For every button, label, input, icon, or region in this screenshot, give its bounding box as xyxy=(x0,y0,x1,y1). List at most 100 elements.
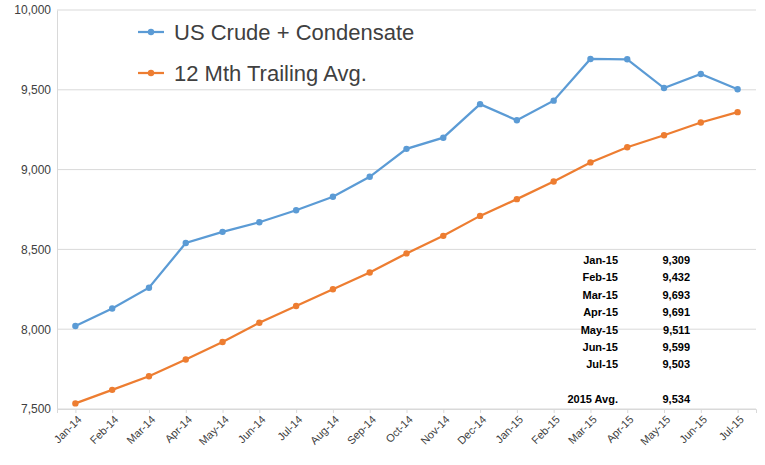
annotation-value: 9,691 xyxy=(662,306,690,318)
series-markers xyxy=(72,109,741,407)
x-tick-label: May-15 xyxy=(638,413,672,447)
x-tick-label: Jan-14 xyxy=(52,413,84,445)
marker xyxy=(477,101,483,107)
marker xyxy=(293,207,299,213)
annotation-label: Jun-15 xyxy=(583,341,618,353)
x-tick: May-14 xyxy=(197,409,231,448)
x-tick-label: Dec-14 xyxy=(455,413,489,447)
marker xyxy=(256,320,262,326)
marker xyxy=(477,213,483,219)
legend-marker xyxy=(148,70,154,76)
x-tick: Nov-14 xyxy=(418,409,452,447)
y-axis: 7,5008,0008,5009,0009,50010,000 xyxy=(14,3,57,416)
marker xyxy=(72,400,78,406)
marker xyxy=(146,373,152,379)
y-tick-label: 8,000 xyxy=(21,323,51,337)
x-tick: Jun-15 xyxy=(677,409,709,445)
marker xyxy=(330,286,336,292)
x-tick-mark xyxy=(112,409,113,413)
x-tick-label: May-14 xyxy=(197,413,231,447)
y-tick-label: 9,000 xyxy=(21,163,51,177)
y-tick: 8,000 xyxy=(21,323,57,337)
marker xyxy=(109,387,115,393)
x-tick-mark xyxy=(738,409,739,413)
marker xyxy=(72,323,78,329)
marker xyxy=(256,219,262,225)
annotation-label: Feb-15 xyxy=(583,271,618,283)
legend: US Crude + Condensate 12 Mth Trailing Avg… xyxy=(138,20,414,86)
marker xyxy=(698,71,704,77)
marker xyxy=(698,119,704,125)
plot-area xyxy=(72,56,741,407)
grid-line xyxy=(57,169,756,170)
x-tick: Feb-14 xyxy=(87,409,120,446)
annotation-label: May-15 xyxy=(581,324,618,336)
grid-line xyxy=(57,89,756,90)
marker xyxy=(440,134,446,140)
marker xyxy=(624,56,630,62)
x-tick: Apr-15 xyxy=(604,409,636,445)
series-markers xyxy=(72,56,741,329)
marker xyxy=(624,144,630,150)
x-tick: Jul-14 xyxy=(275,409,305,443)
x-tick-label: Aug-14 xyxy=(308,413,342,447)
x-tick: Dec-14 xyxy=(455,409,489,447)
x-tick-mark xyxy=(333,409,334,413)
grid-line xyxy=(57,249,756,250)
series-line xyxy=(75,112,737,403)
marker xyxy=(734,109,740,115)
x-tick-mark xyxy=(627,409,628,413)
y-tick-label: 10,000 xyxy=(14,3,51,17)
x-tick-mark xyxy=(370,409,371,413)
x-tick-label: Apr-15 xyxy=(604,413,636,445)
marker xyxy=(330,194,336,200)
marker xyxy=(403,146,409,152)
marker xyxy=(403,250,409,256)
annotation-value: 9,534 xyxy=(662,393,690,405)
x-tick-mark xyxy=(223,409,224,413)
x-tick-label: Mar-15 xyxy=(566,413,599,446)
x-tick-mark xyxy=(480,409,481,413)
annotation-table: Jan-159,309Feb-159,432Mar-159,693Apr-159… xyxy=(567,254,690,405)
x-tick-label: Feb-15 xyxy=(529,413,562,446)
y-tick: 9,000 xyxy=(21,163,57,177)
marker xyxy=(219,229,225,235)
x-tick: Feb-15 xyxy=(529,409,562,446)
y-tick-label: 9,500 xyxy=(21,83,51,97)
x-tick: Sep-14 xyxy=(345,409,379,447)
x-tick: May-15 xyxy=(638,409,672,448)
x-tick-label: Jun-14 xyxy=(235,413,267,445)
y-tick-label: 7,500 xyxy=(21,402,51,416)
marker xyxy=(550,178,556,184)
x-tick: Jul-15 xyxy=(716,409,746,443)
x-axis: Jan-14Feb-14Mar-14Apr-14May-14Jun-14Jul-… xyxy=(52,409,757,448)
grid xyxy=(57,10,756,409)
x-tick-mark xyxy=(517,409,518,413)
x-tick-mark xyxy=(186,409,187,413)
x-tick: Jun-14 xyxy=(235,409,267,445)
legend-label: US Crude + Condensate xyxy=(174,20,414,45)
marker xyxy=(183,356,189,362)
annotation-label: Apr-15 xyxy=(583,306,618,318)
x-tick-label: Jul-14 xyxy=(275,413,305,443)
y-tick: 7,500 xyxy=(21,402,57,416)
marker xyxy=(219,339,225,345)
marker xyxy=(367,269,373,275)
annotation-value: 9,503 xyxy=(662,358,690,370)
marker xyxy=(661,85,667,91)
marker xyxy=(587,159,593,165)
x-tick: Apr-14 xyxy=(162,409,194,445)
legend-item: US Crude + Condensate xyxy=(138,20,414,45)
x-tick-mark xyxy=(590,409,591,413)
x-tick-mark xyxy=(554,409,555,413)
x-tick: Jan-14 xyxy=(52,409,84,445)
x-tick-label: Oct-14 xyxy=(383,413,415,445)
x-tick-label: Jun-15 xyxy=(677,413,709,445)
series-line xyxy=(75,59,737,326)
x-tick-mark xyxy=(701,409,702,413)
annotation-value: 9,693 xyxy=(662,289,690,301)
annotation-label: 2015 Avg. xyxy=(567,393,618,405)
x-axis-line xyxy=(58,410,757,414)
legend-label: 12 Mth Trailing Avg. xyxy=(174,61,367,86)
legend-item: 12 Mth Trailing Avg. xyxy=(138,61,367,86)
